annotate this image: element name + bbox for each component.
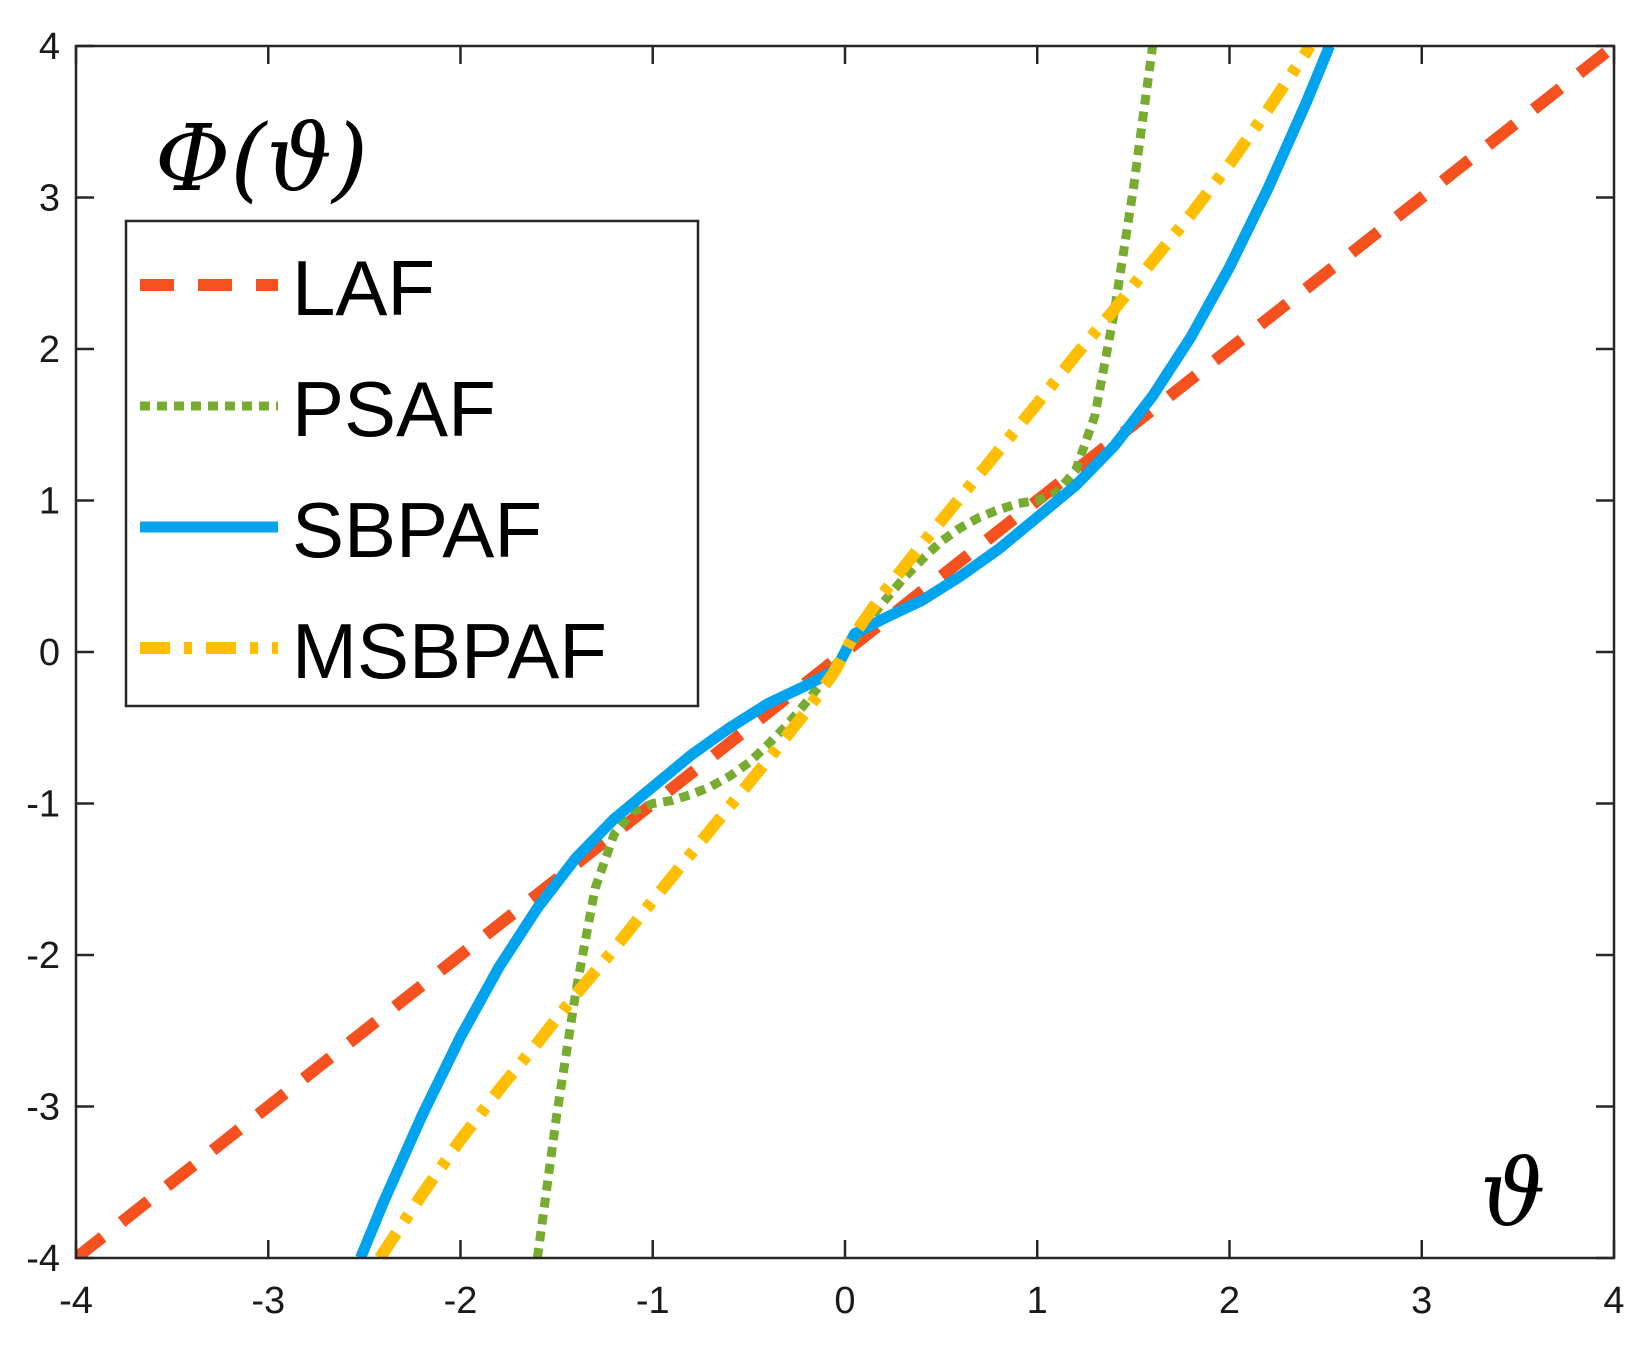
y-axis-label: Φ(ϑ) <box>155 105 368 212</box>
legend-label-laf: LAF <box>292 244 435 332</box>
ticks-layer: -4 -3 -2 -1 0 1 2 3 4 -4 -3 -2 -1 0 1 2 3 4 <box>26 26 1624 1322</box>
y-tick-label: 1 <box>39 481 60 523</box>
legend-label-sbpaf: SBPAF <box>292 486 542 574</box>
legend-label-psaf: PSAF <box>292 365 496 453</box>
y-tick-label: 2 <box>39 329 60 371</box>
y-tick-label: -1 <box>26 784 60 826</box>
y-tick-label: -3 <box>26 1087 60 1129</box>
x-tick-label: 4 <box>1603 1280 1624 1322</box>
series-line-laf <box>76 46 1614 1258</box>
legend-box <box>124 219 700 708</box>
x-axis-label: ϑ <box>1480 1140 1546 1247</box>
series-layer <box>76 46 1614 1258</box>
series-line-sbpaf <box>355 46 1335 1258</box>
y-tick-label: 0 <box>39 632 60 674</box>
y-tick-label: 4 <box>39 26 60 68</box>
x-tick-label: -4 <box>59 1280 93 1322</box>
x-tick-label: -3 <box>251 1280 285 1322</box>
y-tick-label: -2 <box>26 935 60 977</box>
x-tick-label: 3 <box>1411 1280 1432 1322</box>
y-tick-label: 3 <box>39 178 60 220</box>
x-tick-label: 2 <box>1219 1280 1240 1322</box>
y-tick-label: -4 <box>26 1238 60 1280</box>
x-tick-label: 0 <box>834 1280 855 1322</box>
x-tick-label: 1 <box>1027 1280 1048 1322</box>
x-tick-label: -1 <box>636 1280 670 1322</box>
legend-label-msbpaf: MSBPAF <box>292 607 607 695</box>
legend: LAF PSAF SBPAF MSBPAF <box>124 219 700 708</box>
series-line-msbpaf <box>374 46 1316 1258</box>
x-tick-label: -2 <box>444 1280 478 1322</box>
